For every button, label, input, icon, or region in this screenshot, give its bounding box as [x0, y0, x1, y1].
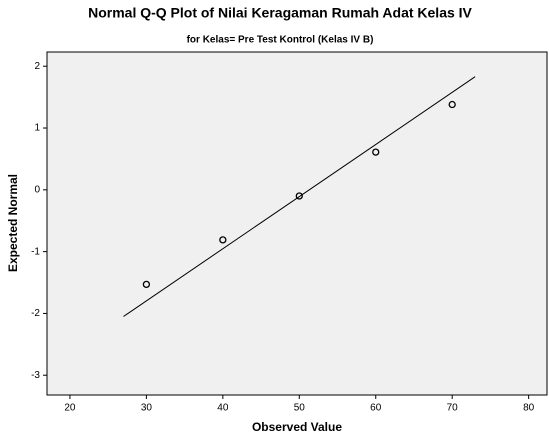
reference-line [123, 76, 476, 317]
x-tick-label: 70 [447, 403, 459, 414]
y-tick-label: -2 [31, 308, 40, 319]
x-axis-label: Observed Value [252, 420, 342, 434]
y-tick-label: 0 [34, 184, 40, 195]
data-point [219, 236, 227, 244]
x-tick-label: 80 [523, 403, 535, 414]
y-tick-label: -1 [31, 246, 40, 257]
chart-subtitle: for Kelas= Pre Test Kontrol (Kelas IV B) [187, 35, 374, 46]
data-point [142, 280, 151, 289]
x-tick-label: 30 [141, 403, 153, 414]
data-point [372, 148, 380, 156]
data-point [448, 100, 456, 109]
y-axis-label: Expected Normal [6, 174, 20, 272]
x-tick-label: 50 [294, 403, 306, 414]
y-tick-label: 1 [34, 123, 40, 134]
y-tick-label: -3 [31, 370, 40, 381]
chart-title: Normal Q-Q Plot of Nilai Keragaman Rumah… [88, 5, 472, 21]
x-tick-label: 20 [64, 403, 76, 414]
x-tick-label: 60 [370, 403, 382, 414]
x-tick-label: 40 [217, 403, 229, 414]
y-tick-label: 2 [34, 61, 40, 72]
plot-area [46, 51, 548, 396]
data-point [295, 192, 303, 200]
